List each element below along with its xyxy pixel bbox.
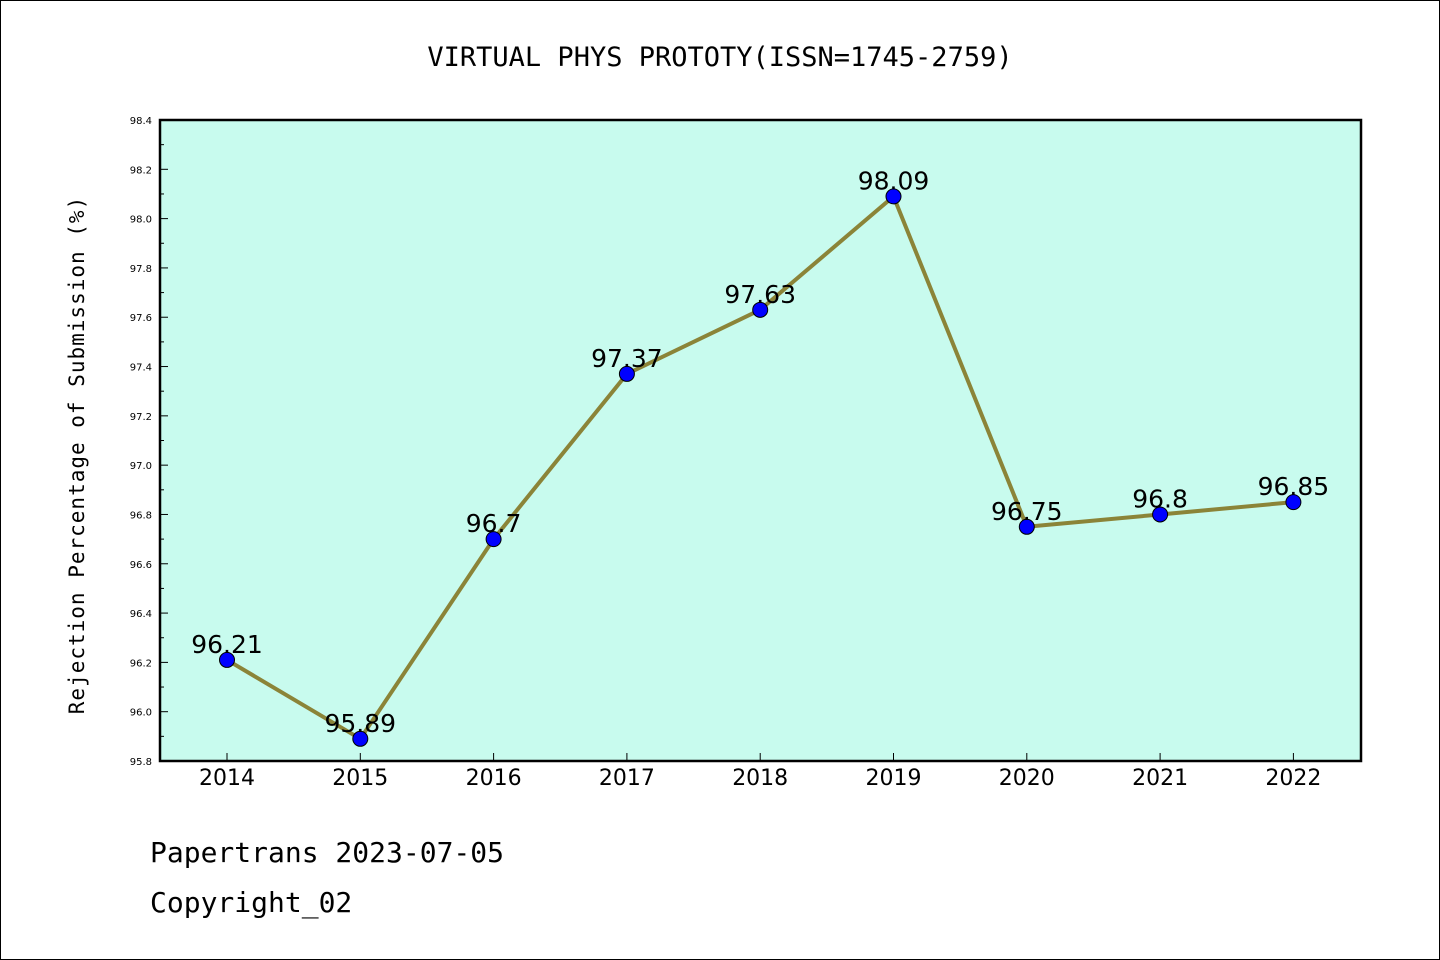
y-tick-label: 96.2: [130, 658, 152, 669]
y-tick-label: 95.8: [130, 757, 152, 768]
y-tick-label: 96.8: [130, 510, 152, 521]
y-tick-label: 98.0: [130, 215, 152, 226]
y-tick-label: 96.0: [130, 708, 152, 719]
y-tick-label: 97.4: [130, 363, 152, 374]
y-tick-label: 98.4: [130, 116, 152, 127]
x-tick-label: 2014: [199, 766, 255, 791]
y-tick-label: 96.6: [130, 560, 152, 571]
data-label: 97.37: [591, 344, 663, 373]
y-axis-label: Rejection Percentage of Submission (%): [65, 196, 89, 714]
y-tick-label: 97.2: [130, 412, 152, 423]
data-label: 97.63: [724, 280, 796, 309]
y-tick-label: 97.8: [130, 264, 152, 275]
y-tick-label: 96.4: [130, 609, 152, 620]
footer-copyright-line: Copyright_02: [150, 886, 353, 919]
chart-title: VIRTUAL PHYS PROTOTY(ISSN=1745-2759): [427, 42, 1012, 73]
x-tick-label: 2017: [599, 766, 655, 791]
x-tick-label: 2016: [466, 766, 522, 791]
data-label: 98.09: [858, 166, 930, 195]
y-tick-label: 97.6: [130, 313, 152, 324]
data-label: 96.8: [1132, 484, 1188, 513]
footer-date-line: Papertrans 2023-07-05: [150, 836, 505, 869]
data-point: [1285, 494, 1302, 511]
x-tick-label: 2021: [1132, 766, 1188, 791]
data-point: [485, 531, 502, 548]
x-tick-label: 2019: [866, 766, 922, 791]
x-tick-label: 2018: [732, 766, 788, 791]
x-tick-label: 2020: [999, 766, 1055, 791]
data-label: 96.7: [466, 509, 522, 538]
y-tick-label: 97.0: [130, 461, 152, 472]
data-point: [219, 651, 235, 668]
data-label: 95.89: [325, 709, 397, 738]
data-point: [1152, 506, 1169, 523]
data-point: [752, 301, 769, 318]
data-point: [885, 188, 902, 205]
x-tick-label: 2015: [332, 766, 388, 791]
data-label: 96.75: [991, 497, 1063, 526]
data-point: [1018, 518, 1035, 535]
x-tick-label: 2022: [1265, 766, 1321, 791]
x-axis: 2014 2015 2016 2017 2018 2019 2020 2021 2022: [199, 753, 1321, 791]
plot-area: [158, 118, 1363, 763]
data-label: 96.21: [191, 630, 263, 659]
y-tick-label: 98.2: [130, 165, 152, 176]
y-axis: 95.8 96.0 96.2 96.4 96.6 96.8 97.0 97.2 97.4 97.6…: [130, 116, 168, 768]
data-label: 96.85: [1258, 472, 1330, 501]
data-point-group: [219, 188, 1302, 747]
data-point: [352, 730, 369, 747]
data-point: [618, 365, 635, 382]
data-label-group: 96.21 95.89 96.7 97.37 97.63 98.09 96.75 96.8 96…: [191, 166, 1329, 737]
